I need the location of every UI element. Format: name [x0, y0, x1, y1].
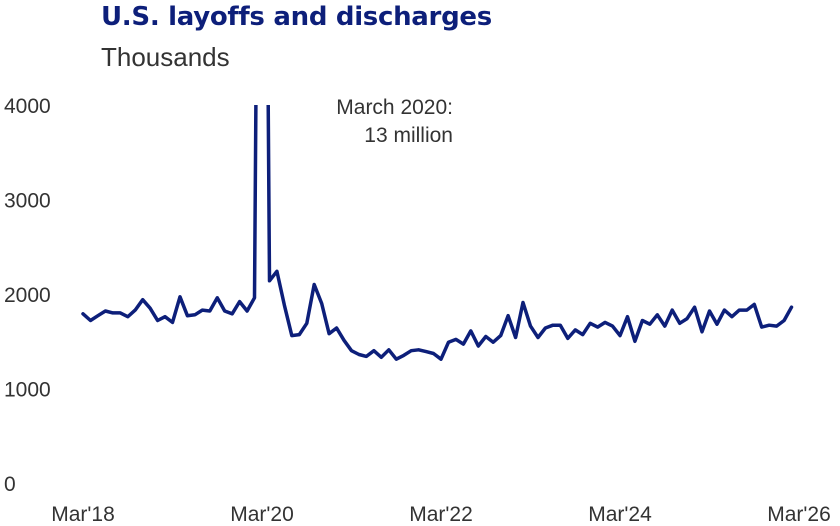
y-tick-label: 4000: [4, 95, 51, 118]
y-tick-label: 2000: [4, 284, 51, 307]
chart-subtitle: Thousands: [101, 42, 230, 72]
chart-title: U.S. layoffs and discharges: [101, 2, 492, 32]
y-tick-label: 1000: [4, 379, 51, 402]
y-axis: 0 1000 2000 3000 4000: [4, 95, 51, 496]
series-group: [81, 105, 794, 361]
annotation-label-line2: 13 million: [364, 124, 453, 147]
x-tick-label: Mar'20: [230, 503, 294, 526]
x-tick-label: Mar'26: [767, 503, 831, 526]
x-axis: Mar'18 Mar'20 Mar'22 Mar'24 Mar'26: [51, 503, 831, 526]
x-tick-label: Mar'18: [51, 503, 115, 526]
x-tick-label: Mar'24: [588, 503, 652, 526]
y-tick-label: 0: [4, 473, 16, 496]
series-line-0: [81, 105, 794, 361]
x-tick-label: Mar'22: [409, 503, 473, 526]
y-tick-label: 3000: [4, 190, 51, 213]
annotation-label-line1: March 2020:: [336, 96, 453, 119]
